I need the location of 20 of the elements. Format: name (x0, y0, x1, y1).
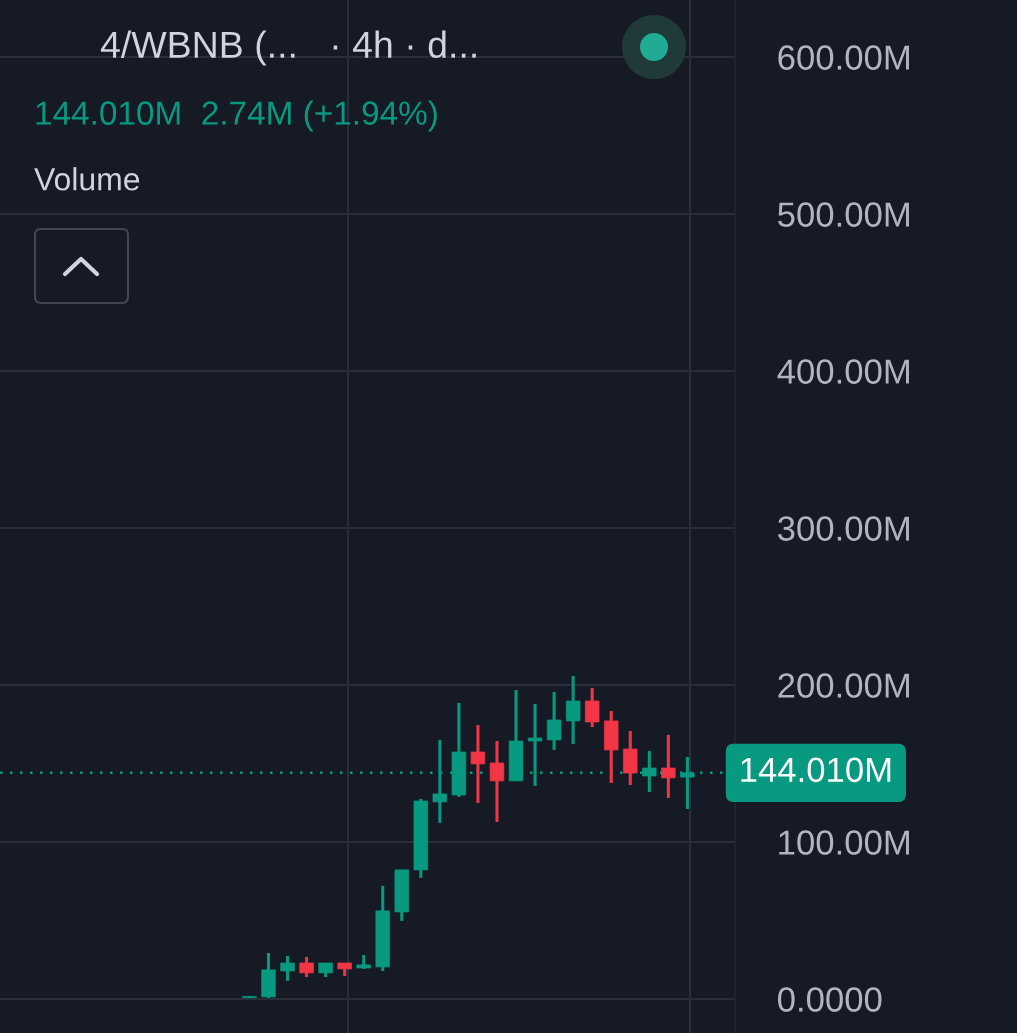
candlestick (470, 724, 486, 804)
candlestick (280, 954, 295, 981)
candlestick (546, 692, 562, 750)
text: 144.010M 2.74M (+1.94%) (36, 100, 437, 132)
y-tick-label: 400.00M (777, 359, 909, 384)
y-tick-label: 500.00M (778, 202, 909, 227)
y-tick-label: 100.00M (779, 830, 909, 855)
text: Volume (34, 167, 140, 191)
candlestick (489, 741, 505, 822)
candlestick (565, 676, 581, 744)
ref-line-label: 144.010M (741, 757, 891, 783)
candlestick (584, 686, 600, 728)
candlestick (661, 733, 676, 798)
candlestick (680, 757, 695, 809)
y-tick-label: 600.00M (778, 45, 909, 70)
text: 4/WBNB (... · 4h · d... (100, 30, 476, 66)
y-tick-label: 300.00M (777, 516, 909, 541)
y-tick-label: 200.00M (778, 673, 909, 698)
y-tick-label: 0.0000 (778, 987, 882, 1012)
candlestick (299, 955, 314, 977)
